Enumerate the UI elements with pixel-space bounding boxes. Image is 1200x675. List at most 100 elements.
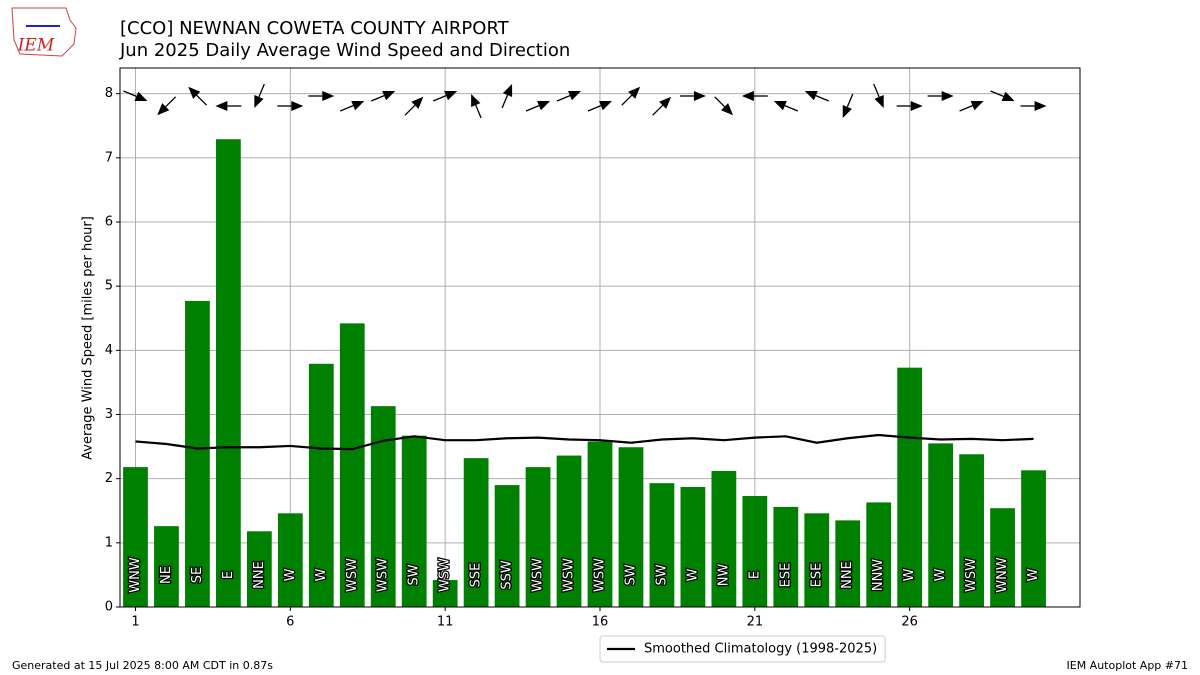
- direction-label: SE: [190, 567, 205, 583]
- bar: [897, 367, 923, 607]
- bar: [432, 580, 458, 607]
- bar: [1021, 470, 1046, 607]
- direction-label: WNW: [128, 557, 143, 593]
- wind-arrow-head: [157, 103, 170, 116]
- wind-arrow-shaft: [123, 90, 137, 97]
- direction-label: W: [314, 568, 329, 581]
- wind-arrow-head: [628, 86, 641, 99]
- bar: [928, 443, 954, 607]
- direction-label: WNW: [995, 557, 1010, 593]
- x-tick-label: 11: [437, 615, 454, 630]
- direction-label: SW: [623, 564, 638, 585]
- wind-arrow-shaft: [556, 95, 571, 102]
- direction-label: SSW: [500, 560, 515, 590]
- wind-arrow-head: [568, 90, 582, 101]
- wind-arrow-shaft: [621, 94, 633, 106]
- wind-arrow-head: [502, 83, 513, 97]
- wind-arrow-head: [910, 101, 923, 111]
- direction-label: WSW: [562, 558, 577, 592]
- bar: [773, 506, 799, 607]
- direction-label: W: [933, 568, 948, 581]
- bar: [742, 495, 768, 607]
- wind-arrow-shaft: [404, 104, 416, 116]
- wind-arrow-shaft: [525, 105, 540, 112]
- wind-arrow-shaft: [587, 105, 602, 112]
- direction-label: NW: [716, 564, 731, 587]
- wind-arrow-head: [134, 91, 148, 102]
- direction-label: W: [685, 568, 700, 581]
- bar: [959, 454, 984, 607]
- wind-arrow-head: [411, 96, 424, 109]
- x-tick-label: 1: [131, 615, 139, 630]
- wind-arrow-head: [659, 96, 672, 109]
- wind-arrow-shaft: [784, 105, 799, 112]
- wind-arrow-head: [970, 100, 984, 111]
- wind-arrow-shaft: [959, 105, 973, 112]
- wind-arrow-head: [599, 100, 613, 111]
- wind-arrow-shaft: [846, 93, 854, 108]
- wind-arrow-shaft: [196, 94, 208, 106]
- wind-arrow-head: [537, 100, 551, 111]
- bar: [711, 470, 737, 607]
- direction-label: ESE: [809, 563, 824, 588]
- y-tick-label: 6: [105, 215, 113, 230]
- y-axis-label: Average Wind Speed [miles per hour]: [81, 216, 96, 460]
- wind-arrow-head: [1001, 91, 1015, 102]
- x-tick-label: 21: [747, 615, 764, 630]
- bar: [154, 526, 179, 607]
- bar: [216, 139, 241, 607]
- direction-label: WSW: [964, 558, 979, 592]
- direction-label: W: [1026, 568, 1041, 581]
- wind-arrow-head: [804, 90, 818, 101]
- direction-label: SSE: [469, 563, 484, 588]
- wind-arrow-shaft: [714, 96, 726, 108]
- x-tick-label: 26: [901, 615, 918, 630]
- wind-arrow-shaft: [432, 95, 447, 102]
- y-tick-label: 8: [105, 86, 113, 101]
- wind-arrow-head: [941, 91, 954, 101]
- direction-label: NE: [159, 566, 174, 584]
- logo-text: IEM: [17, 36, 55, 56]
- direction-label: WSW: [438, 558, 453, 592]
- wind-arrow-shaft: [258, 83, 265, 98]
- bar: [185, 300, 210, 607]
- direction-label: NNE: [252, 561, 267, 589]
- bar: [525, 467, 551, 607]
- bar: [556, 455, 582, 607]
- direction-label: NNE: [840, 561, 855, 589]
- wind-arrow-head: [471, 93, 481, 107]
- wind-arrow-head: [693, 91, 706, 101]
- legend: Smoothed Climatology (1998-2025): [599, 635, 886, 663]
- bar: [649, 483, 675, 607]
- chart-title: [CCO] NEWNAN COWETA COUNTY AIRPORT: [120, 18, 510, 39]
- wind-arrow-head: [1034, 101, 1047, 111]
- climatology-line: [135, 433, 1034, 451]
- footer-right: IEM Autoplot App #71: [1067, 659, 1189, 672]
- direction-label: SW: [407, 564, 422, 585]
- wind-arrow-head: [322, 91, 335, 101]
- bar: [246, 531, 272, 607]
- wind-arrow-head: [351, 100, 365, 111]
- y-tick-label: 3: [105, 407, 113, 422]
- direction-label: NNW: [871, 559, 886, 591]
- wind-arrow-head: [444, 90, 458, 101]
- bar: [990, 508, 1015, 607]
- y-tick-label: 4: [105, 343, 113, 358]
- logo: IEM: [11, 7, 77, 57]
- bar: [277, 513, 303, 607]
- wind-arrow-shaft: [475, 104, 482, 119]
- direction-label: WSW: [376, 558, 391, 592]
- direction-label: ESE: [778, 563, 793, 588]
- footer-left: Generated at 15 Jul 2025 8:00 AM CDT in …: [12, 659, 273, 672]
- direction-label: W: [902, 568, 917, 581]
- wind-arrow-shaft: [990, 90, 1004, 97]
- bar: [123, 467, 148, 607]
- wind-arrow-shaft: [873, 83, 880, 98]
- chart-subtitle: Jun 2025 Daily Average Wind Speed and Di…: [119, 40, 570, 61]
- bar: [308, 363, 334, 607]
- wind-arrow-head: [721, 103, 734, 116]
- wind-arrow-head: [842, 105, 852, 119]
- wind-arrow-shaft: [165, 96, 177, 108]
- y-tick-label: 1: [105, 535, 113, 550]
- wind-arrow-shaft: [501, 94, 509, 109]
